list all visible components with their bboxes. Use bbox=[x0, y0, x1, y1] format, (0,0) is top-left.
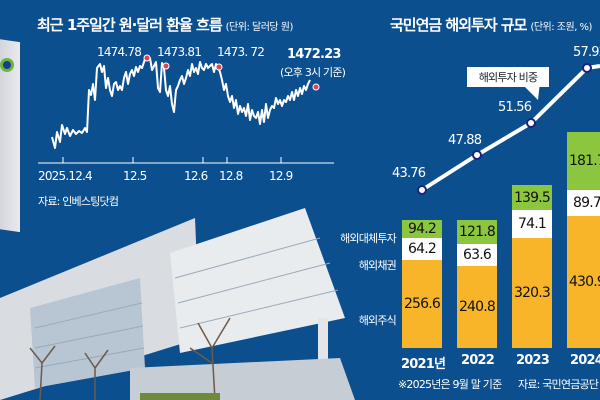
fx-xtick-2: 12.5 bbox=[123, 169, 147, 183]
row-labels: 해외대체투자 해외채권 해외주식 bbox=[340, 0, 397, 400]
bar-2024-alt: 181.7 bbox=[567, 132, 600, 190]
nps-chart-title: 국민연금 해외투자 규모 (단위: 조원, %) bbox=[390, 14, 592, 35]
fx-chart-title-text: 최근 1주일간 원·달러 환율 흐름 bbox=[37, 16, 223, 34]
building-logo bbox=[0, 58, 14, 72]
nps-source: 자료: 국민연금공단 bbox=[518, 378, 599, 391]
row-label-bond: 해외채권 bbox=[358, 259, 397, 272]
bar-2023-stock: 320.3 bbox=[512, 238, 552, 348]
fx-latest-value: 1472.23 bbox=[287, 47, 341, 62]
bar-2024-stock: 430.9 bbox=[567, 216, 600, 348]
bar-2023: 139.5 74.1 320.3 bbox=[512, 185, 552, 348]
bar-2022-alt: 121.8 bbox=[457, 220, 497, 244]
ratio-2023: 51.56 bbox=[498, 100, 532, 115]
ratio-callout: 해외투자 비중 bbox=[467, 67, 549, 87]
bar-2021-alt: 94.2 bbox=[402, 220, 442, 238]
nps-chart-unit: (단위: 조원, %) bbox=[530, 22, 592, 33]
ratio-callout-text: 해외투자 비중 bbox=[478, 71, 538, 84]
bar-2024-bond: 89.7 bbox=[567, 190, 600, 216]
ratio-2022: 47.88 bbox=[448, 133, 482, 148]
fx-xtick-1: 2025.12.4 bbox=[38, 169, 93, 183]
row-label-alt: 해외대체투자 bbox=[340, 232, 397, 245]
nps-chart-title-text: 국민연금 해외투자 규모 bbox=[390, 16, 527, 34]
bar-2024: 181.7 89.7 430.9 bbox=[567, 132, 600, 348]
fx-chart-unit: (단위: 달러당 원) bbox=[225, 22, 294, 33]
year-2021: 2021년 bbox=[401, 357, 446, 372]
bar-2021: 94.2 64.2 256.6 bbox=[402, 220, 442, 348]
fx-chart-title: 최근 1주일간 원·달러 환율 흐름 (단위: 달러당 원) bbox=[37, 14, 293, 35]
bar-2021-stock: 256.6 bbox=[402, 260, 442, 348]
bar-2023-bond: 74.1 bbox=[512, 210, 552, 238]
bar-2021-bond: 64.2 bbox=[402, 238, 442, 260]
fx-xtick-5: 12.9 bbox=[269, 169, 293, 183]
fx-xtick-3: 12.6 bbox=[184, 169, 208, 183]
bar-2022-stock: 240.8 bbox=[457, 266, 497, 348]
ratio-2024: 57.92 bbox=[573, 45, 600, 60]
building-photo bbox=[0, 198, 355, 400]
year-2023: 2023 bbox=[516, 353, 550, 368]
fx-peak-2: 1473.81 bbox=[157, 45, 202, 59]
fx-source: 자료: 인베스팅닷컴 bbox=[38, 195, 119, 208]
ratio-2021: 43.76 bbox=[392, 166, 426, 181]
bar-2023-alt: 139.5 bbox=[512, 185, 552, 210]
row-label-stock: 해외주식 bbox=[358, 314, 397, 327]
year-2022: 2022 bbox=[461, 353, 495, 368]
fx-line-chart bbox=[38, 54, 334, 164]
bar-2022: 121.8 63.6 240.8 bbox=[457, 220, 497, 348]
fx-xtick-4: 12.8 bbox=[219, 169, 243, 183]
fx-latest-note: (오후 3시 기준) bbox=[280, 66, 346, 79]
nps-footnote: ※2025년은 9월 말 기준 bbox=[398, 378, 502, 391]
bar-2022-bond: 63.6 bbox=[457, 244, 497, 266]
fx-peak-1: 1474.78 bbox=[97, 45, 142, 59]
fx-peak-3: 1473. 72 bbox=[217, 45, 265, 59]
year-2024: 2024 bbox=[570, 353, 600, 368]
